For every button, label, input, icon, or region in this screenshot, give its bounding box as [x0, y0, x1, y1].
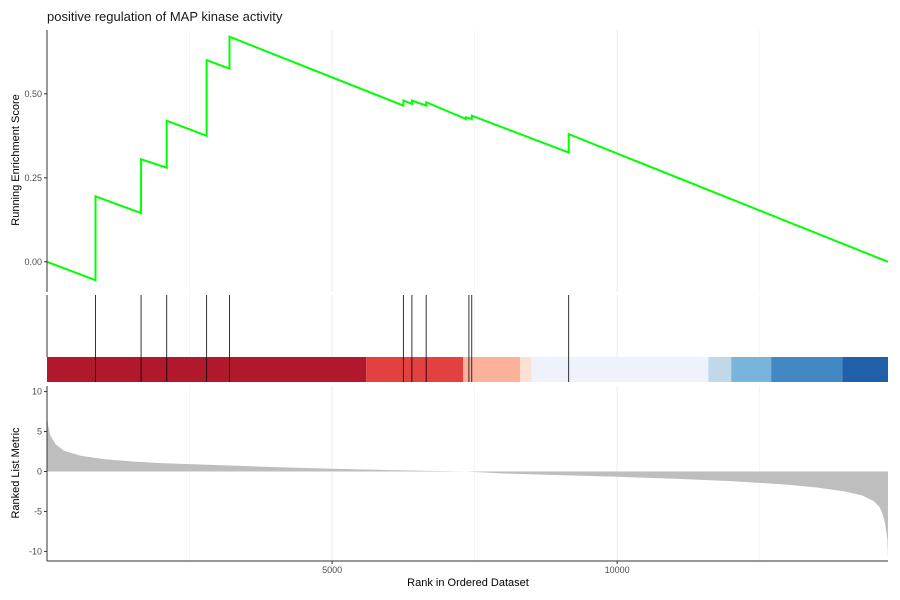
y-tick-label-score: 0.00: [24, 257, 42, 267]
color-bar-segment: [463, 357, 521, 382]
running-score-line: [46, 35, 889, 282]
running-score-panel: [46, 35, 889, 282]
y-tick-label-score: 0.50: [24, 89, 42, 99]
axes: 0.00 0.25 0.50 10 5 0 -5 -10 5000 10000: [24, 30, 888, 575]
ranked-metric-area: [47, 415, 888, 559]
x-tick-label: 5000: [322, 565, 342, 575]
x-axis-label: Rank in Ordered Dataset: [407, 577, 529, 589]
y-tick-label-metric: 10: [32, 387, 42, 397]
ranked-metric-panel: [47, 415, 888, 559]
y-axis-label-running-score: Running Enrichment Score: [10, 94, 22, 225]
color-bar-segment: [708, 357, 732, 382]
color-bar-segment: [771, 357, 843, 382]
x-tick-label: 10000: [605, 565, 630, 575]
color-bar-segment: [731, 357, 772, 382]
y-tick-label-metric: -10: [29, 546, 42, 556]
hits-panel: [47, 295, 888, 382]
color-bar-segment: [531, 357, 709, 382]
y-tick-label-score: 0.25: [24, 173, 42, 183]
grid-lines: [189, 30, 761, 561]
y-tick-label-metric: -5: [34, 506, 42, 516]
color-bar-segment: [842, 357, 888, 382]
y-tick-label-metric: 0: [37, 467, 42, 477]
color-bar-segment: [520, 357, 532, 382]
y-axis-label-ranked-metric: Ranked List Metric: [10, 427, 22, 519]
color-bar-segment: [366, 357, 464, 382]
y-tick-label-metric: 5: [37, 427, 42, 437]
chart-title: positive regulation of MAP kinase activi…: [47, 9, 283, 24]
